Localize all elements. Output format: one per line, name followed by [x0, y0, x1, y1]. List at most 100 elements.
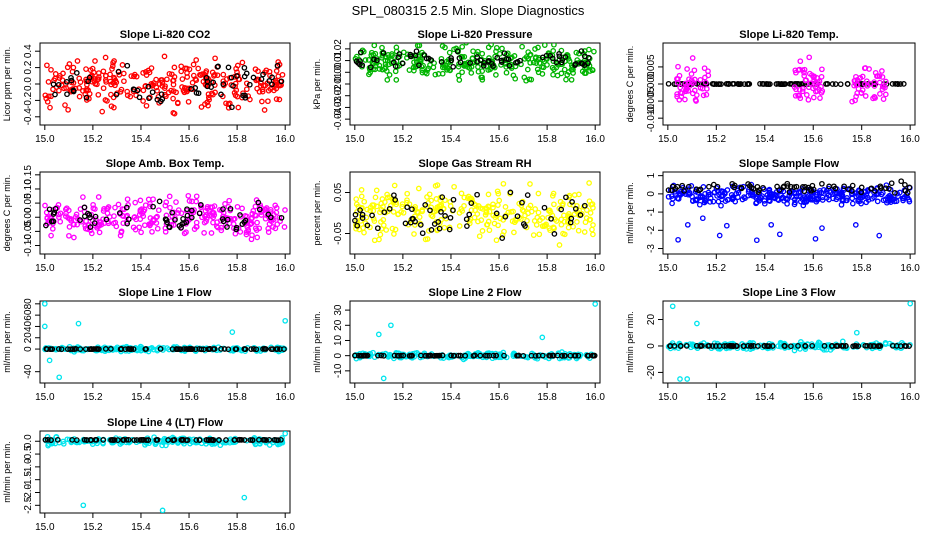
data-point [221, 346, 228, 352]
data-point [499, 45, 505, 52]
series-2 [667, 342, 912, 350]
data-point [427, 207, 433, 214]
x-tick-label: 15.2 [83, 522, 103, 533]
data-point [810, 94, 817, 101]
data-point [578, 60, 585, 67]
data-point [503, 64, 510, 70]
data-point [239, 205, 245, 212]
data-point [539, 334, 546, 341]
data-point [493, 352, 499, 359]
data-point [551, 201, 557, 208]
data-point [815, 339, 822, 346]
data-point [250, 346, 257, 352]
data-point [96, 229, 103, 236]
data-point [120, 70, 127, 77]
data-point [47, 104, 53, 111]
data-point [844, 81, 851, 87]
data-point [156, 344, 163, 351]
data-point [402, 220, 409, 227]
data-point [485, 218, 492, 225]
data-point [559, 352, 565, 359]
data-point [131, 214, 138, 220]
data-point [570, 66, 576, 73]
data-point [472, 202, 479, 209]
data-point [711, 189, 718, 196]
data-point [50, 218, 57, 225]
data-point [120, 437, 126, 443]
data-point [493, 210, 500, 217]
data-point [272, 81, 278, 87]
data-point [707, 195, 714, 202]
data-point [556, 53, 563, 60]
data-point [162, 202, 169, 209]
plot-frame [349, 171, 601, 255]
data-point [433, 352, 440, 359]
data-point [880, 96, 887, 102]
data-point [256, 88, 263, 95]
data-point [231, 437, 238, 443]
plot-area [665, 54, 907, 105]
y-tick-label: 10 [333, 334, 344, 346]
y-tick-label: 20 [333, 319, 344, 331]
data-point [220, 81, 227, 88]
data-point [527, 202, 534, 209]
data-point [153, 84, 160, 91]
data-point [412, 207, 419, 213]
data-point [56, 75, 63, 81]
data-point [494, 188, 501, 195]
data-point [419, 67, 426, 73]
data-point [164, 76, 170, 83]
data-point [42, 92, 49, 99]
data-point [99, 108, 106, 115]
y-tick-label: 0.15 [23, 165, 34, 185]
data-point [897, 81, 904, 87]
data-point [697, 76, 704, 83]
data-point [801, 72, 808, 79]
data-point [108, 437, 114, 443]
data-point [853, 343, 860, 349]
data-point [85, 87, 91, 94]
data-point [198, 104, 205, 110]
data-point [450, 63, 457, 70]
series-1 [42, 53, 286, 117]
data-point [157, 98, 164, 105]
data-point [205, 94, 212, 101]
data-point [266, 442, 273, 448]
data-point [871, 93, 878, 100]
series-2 [352, 352, 598, 359]
data-point [178, 225, 184, 231]
data-point [142, 202, 149, 209]
panel-3: Slope Li-820 Temp. degrees C per min. 15.0… [625, 29, 920, 145]
data-point [87, 73, 94, 80]
data-point [904, 189, 911, 196]
data-point [903, 343, 909, 349]
data-point [864, 82, 871, 89]
data-point [684, 66, 690, 72]
data-point [535, 209, 542, 216]
data-point [586, 198, 593, 205]
data-point [361, 229, 367, 236]
data-point [183, 229, 189, 236]
data-point [117, 88, 124, 95]
data-point [249, 437, 256, 443]
data-point [388, 322, 394, 329]
x-tick-label: 15.2 [707, 134, 727, 145]
x-tick-label: 15.2 [393, 263, 413, 274]
data-point [218, 227, 225, 234]
data-point [92, 213, 99, 220]
data-point [819, 180, 825, 187]
data-point [210, 214, 217, 221]
data-point [729, 81, 736, 87]
data-point [273, 68, 280, 74]
data-point [42, 436, 49, 443]
data-point [792, 92, 799, 99]
data-point [809, 342, 816, 349]
data-point [100, 216, 106, 223]
data-point [220, 206, 226, 212]
data-point [361, 198, 368, 205]
data-point [816, 190, 823, 196]
data-point [694, 196, 700, 203]
data-point [876, 79, 883, 86]
data-point [882, 91, 889, 98]
data-point [359, 211, 366, 218]
